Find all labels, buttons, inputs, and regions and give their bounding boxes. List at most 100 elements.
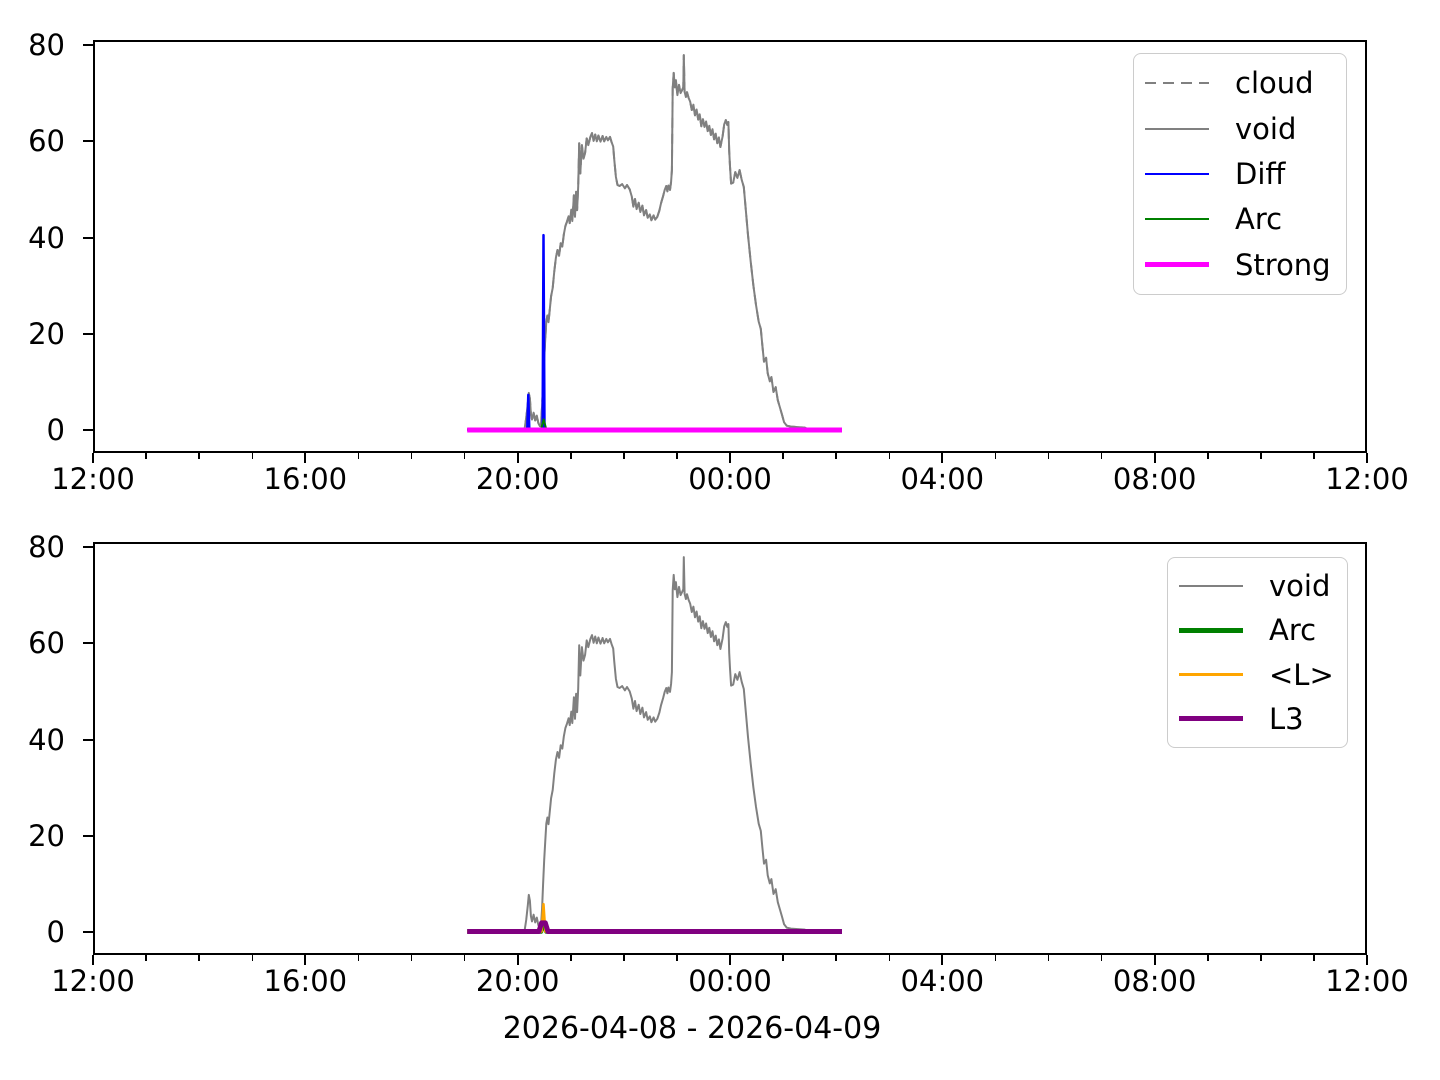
x-major-tick [516,453,519,463]
series-l3 [467,920,842,934]
legend-label: void [1269,569,1331,604]
legend-label: Arc [1235,202,1283,237]
x-minor-tick [1100,955,1103,961]
legend-label: Diff [1235,156,1286,191]
legend-label: <L> [1269,657,1334,692]
y-tick-label: 0 [46,413,65,447]
bottom-plot-legend: void Arc <L> L3 [1167,557,1348,748]
legend-line-swatch [1179,716,1243,722]
x-minor-tick [198,955,200,961]
legend-line-swatch [1145,127,1209,130]
x-minor-tick [570,955,572,961]
x-minor-tick [1260,955,1262,961]
x-minor-tick [994,955,997,961]
x-major-tick [1366,453,1368,463]
y-tick-label: 60 [28,124,65,159]
x-minor-tick [251,453,253,459]
x-tick-label: 20:00 [475,964,560,998]
x-tick-label: 12:00 [1325,462,1409,496]
legend-row-l3: L3 [1168,703,1347,735]
y-major-tick [83,738,93,741]
x-major-tick [304,955,307,965]
legend-line-swatch [1179,628,1243,633]
y-major-tick [83,236,93,239]
x-axis-title: 2026-04-08 - 2026-04-09 [502,1011,882,1046]
x-major-tick [1153,453,1156,463]
x-tick-label: 04:00 [900,462,985,496]
x-minor-tick [357,955,360,961]
legend-line-swatch [1179,585,1243,588]
x-minor-tick [463,453,466,459]
x-tick-label: 08:00 [1112,462,1197,496]
y-major-tick [83,834,93,837]
legend-row-cloud: cloud [1134,67,1346,99]
x-tick-label: 20:00 [475,462,560,496]
axes-frame [93,40,1367,453]
x-minor-tick [888,955,890,961]
y-major-tick [83,332,93,335]
x-minor-tick [570,453,572,459]
x-minor-tick [835,453,837,459]
legend-row-diff: Diff [1134,158,1346,190]
series-void [467,556,842,933]
y-major-tick [83,642,93,645]
y-tick-label: 80 [28,530,65,564]
x-minor-tick [1047,453,1050,459]
x-minor-tick [251,955,253,961]
legend-row-strong: Strong [1134,249,1346,281]
x-major-tick [92,453,94,463]
y-major-tick [83,140,93,143]
x-minor-tick [1207,955,1209,961]
x-minor-tick [1100,453,1103,459]
x-minor-tick [357,453,360,459]
top-plot-legend: cloud void Diff Arc Strong [1133,53,1347,295]
x-major-tick [729,955,731,965]
legend-row-void: void [1134,113,1346,145]
x-major-tick [304,453,307,463]
top-plot-canvas [93,40,1367,453]
axes-frame [93,542,1367,955]
x-minor-tick [1207,453,1209,459]
x-major-tick [92,955,94,965]
y-major-tick [83,429,93,431]
x-tick-label: 00:00 [688,964,772,998]
x-minor-tick [410,955,413,961]
x-minor-tick [676,955,678,961]
y-tick-label: 40 [28,220,65,255]
legend-label: void [1235,111,1297,146]
y-tick-label: 20 [28,316,65,351]
x-minor-tick [145,453,147,459]
x-minor-tick [994,453,997,459]
x-minor-tick [782,955,784,961]
x-major-tick [941,453,944,463]
legend-line-swatch [1179,673,1243,676]
x-minor-tick [145,955,147,961]
x-tick-label: 08:00 [1112,964,1197,998]
legend-line-swatch [1145,172,1209,176]
x-minor-tick [835,955,837,961]
legend-line-swatch [1145,218,1209,221]
x-tick-label: 16:00 [263,462,348,496]
legend-row-arc: Arc [1168,614,1347,646]
x-minor-tick [888,453,890,459]
x-major-tick [729,453,731,463]
x-minor-tick [1260,453,1262,459]
x-minor-tick [782,453,784,459]
y-major-tick [83,931,93,933]
legend-row-arc: Arc [1134,203,1346,235]
x-minor-tick [410,453,413,459]
x-tick-label: 12:00 [51,462,135,496]
x-tick-label: 12:00 [1325,964,1409,998]
y-major-tick [83,546,93,548]
x-minor-tick [1313,955,1315,961]
x-tick-label: 04:00 [900,964,985,998]
bottom-plot: void Arc <L> L3 12:00 16:00 20:00 00:00 04:00 08… [28,530,1409,998]
x-major-tick [1366,955,1368,965]
y-major-tick [83,44,93,46]
y-tick-label: 60 [28,626,65,661]
legend-label: cloud [1235,66,1314,101]
x-minor-tick [198,453,200,459]
x-tick-label: 16:00 [263,964,348,998]
legend-row-void: void [1168,570,1347,602]
